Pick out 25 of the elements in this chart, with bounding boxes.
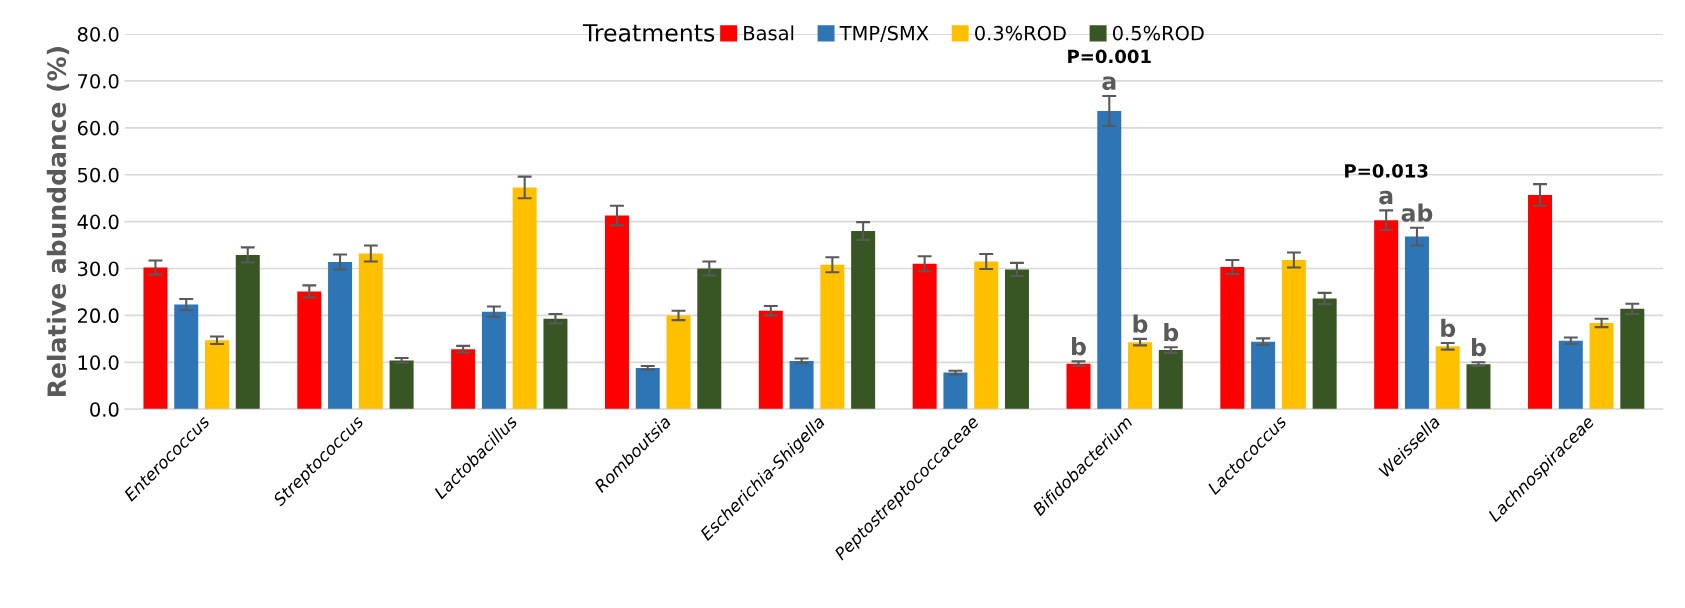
y-tick-label: 30.0 bbox=[78, 261, 119, 277]
annotation: b bbox=[1441, 318, 1456, 338]
y-tick-label: 40.0 bbox=[77, 214, 119, 230]
annotation: b bbox=[1072, 337, 1086, 356]
annotation: b bbox=[1472, 338, 1486, 357]
annotation: a bbox=[1379, 190, 1393, 205]
y-tick-label: 20.0 bbox=[77, 308, 119, 324]
annotation: ab bbox=[1401, 203, 1433, 222]
legend-label: 0.5%ROD bbox=[1112, 25, 1204, 41]
legend-label: Basal bbox=[744, 25, 794, 41]
y-tick-label: 50.0 bbox=[78, 167, 119, 183]
legend-label: TMP/SMX bbox=[839, 25, 929, 43]
y-axis-title: Relative abunddance (%) bbox=[46, 47, 70, 396]
annotation: a bbox=[1102, 76, 1116, 90]
annotation: b bbox=[1164, 323, 1179, 342]
y-tick-label: 80.0 bbox=[77, 27, 119, 42]
y-tick-label: 0.0 bbox=[90, 402, 119, 417]
annotation: b bbox=[1133, 314, 1148, 333]
annotation: P=0.013 bbox=[1345, 164, 1428, 178]
y-tick-label: 70.0 bbox=[78, 73, 119, 89]
legend-title: Treatments bbox=[582, 24, 715, 42]
legend-label: 0.3%ROD bbox=[975, 25, 1066, 41]
y-tick-label: 60.0 bbox=[77, 120, 119, 136]
annotation: P=0.001 bbox=[1068, 49, 1151, 64]
y-tick-label: 10.0 bbox=[78, 355, 119, 370]
